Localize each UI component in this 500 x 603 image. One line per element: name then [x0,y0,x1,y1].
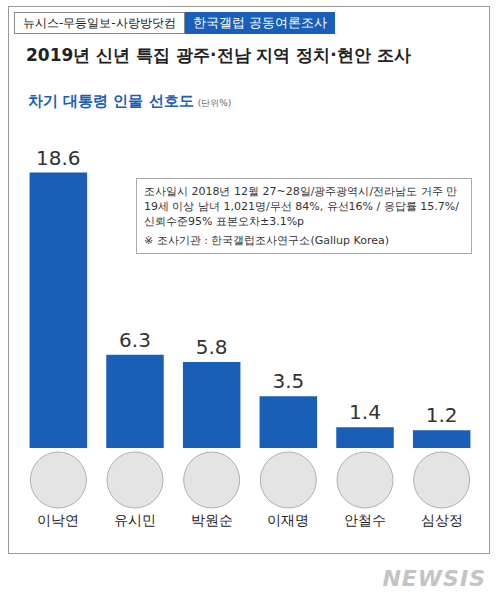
html-text:※ 조사기관 : 한국갤럽조사연구소(Gallup Kore: ※ 조사기관 : 한국갤럽조사연구소(Gallup Korea) [144,234,389,247]
html-text:차기 대통령 인물 선호도 (단위%): 차기 대통령 인물 선호도 (단위%) [28,92,232,110]
svg-text:안철수: 안철수 [344,512,386,528]
html-text:2019년 신년 특집 광주·전남 지역 정치·현안 조사: 2019년 신년 특집 광주·전남 지역 정치·현안 조사 [26,45,411,65]
svg-text:1.2: 1.2 [426,403,458,427]
svg-text:18.6: 18.6 [36,146,81,170]
html-text:NEWSIS: NEWSIS [382,566,486,591]
html-text:한국갤럽 공동여론조사: 한국갤럽 공동여론조사 [192,15,327,30]
svg-text:심상정: 심상정 [421,512,463,528]
html-text:뉴시스-무등일보-사랑방닷컴: 뉴시스-무등일보-사랑방닷컴 [23,16,176,30]
svg-text:이재명: 이재명 [267,512,309,528]
svg-text:이낙연: 이낙연 [37,512,79,528]
html-text:조사일시 2018년 12월 27~28일/광주광역시/전라: 조사일시 2018년 12월 27~28일/광주광역시/전라남도 거주 만 19… [144,185,459,228]
svg-text:3.5: 3.5 [272,369,304,393]
svg-text:5.8: 5.8 [196,335,228,359]
svg-text:6.3: 6.3 [119,328,151,352]
svg-text:박원순: 박원순 [191,512,233,528]
svg-text:1.4: 1.4 [349,400,381,424]
svg-text:유시민: 유시민 [114,512,156,528]
